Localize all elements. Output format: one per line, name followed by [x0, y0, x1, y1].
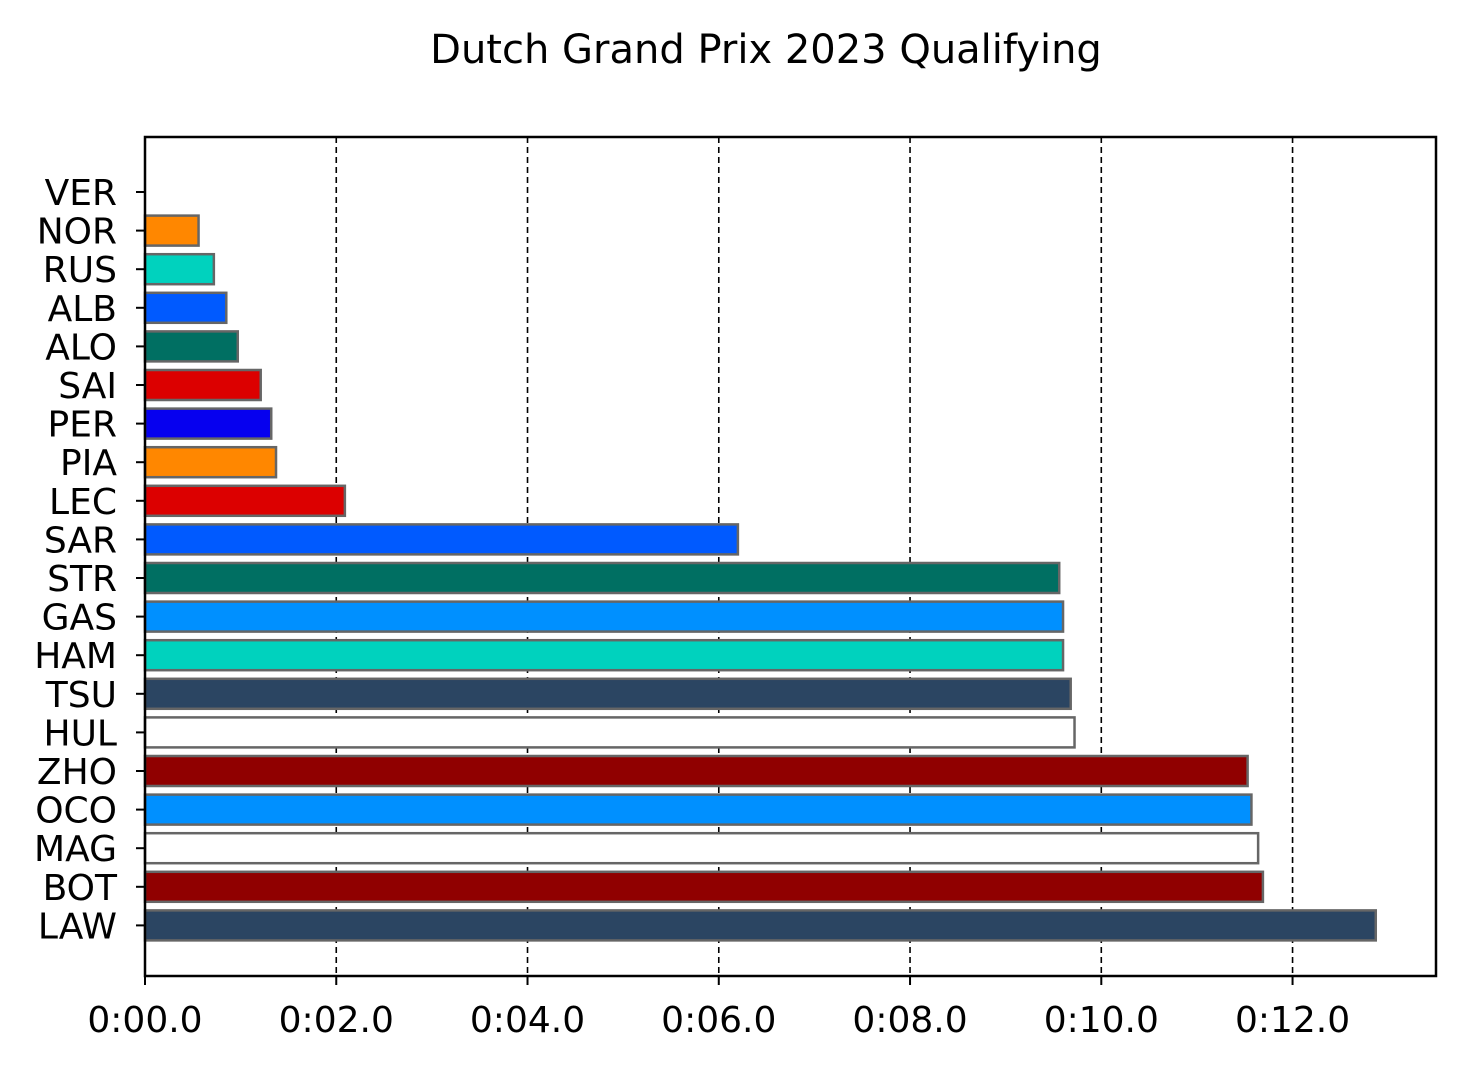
- bar-law: [143, 909, 1378, 942]
- y-tick-label-bot: BOT: [43, 868, 118, 909]
- y-tick-label-str: STR: [47, 559, 117, 600]
- bar-mag: [143, 831, 1260, 865]
- bar-sai: [143, 368, 262, 402]
- bar-per: [143, 407, 273, 440]
- bar-rus: [143, 252, 216, 286]
- bar-bot: [143, 870, 1265, 904]
- bar-oco: [143, 793, 1253, 826]
- y-tick-label-zho: ZHO: [37, 752, 117, 793]
- y-tick-label-nor: NOR: [37, 212, 117, 253]
- y-tick-label-alb: ALB: [48, 289, 117, 330]
- x-tick-label: 0:08.0: [852, 1000, 967, 1041]
- y-tick-label-per: PER: [48, 405, 117, 446]
- y-tick-label-alo: ALO: [45, 327, 117, 368]
- y-tick-label-law: LAW: [38, 906, 117, 947]
- bar-gas: [143, 600, 1065, 633]
- x-axis: 0:00.0 0:02.0 0:04.0 0:06.0 0:08.0 0:10.0 0:12…: [87, 976, 1350, 1041]
- y-tick-label-lec: LEC: [49, 482, 117, 523]
- y-tick-label-sai: SAI: [58, 366, 117, 407]
- y-axis: VERNORRUSALBALOSAIPERPIALECSARSTRGASHAMT…: [34, 173, 145, 947]
- y-tick-label-oco: OCO: [35, 791, 117, 832]
- y-tick-label-ver: VER: [45, 173, 117, 214]
- bar-lec: [143, 484, 347, 518]
- x-tick-label: 0:02.0: [279, 1000, 394, 1041]
- x-tick-label: 0:10.0: [1044, 1000, 1159, 1041]
- y-tick-label-ham: HAM: [34, 636, 117, 677]
- x-tick-label: 0:04.0: [470, 1000, 585, 1041]
- y-tick-label-rus: RUS: [43, 250, 117, 291]
- plot-frame: [143, 135, 1438, 978]
- chart-title: Dutch Grand Prix 2023 Qualifying: [430, 27, 1102, 73]
- bar-sar: [143, 523, 740, 556]
- bar-alb: [143, 291, 228, 325]
- y-tick-label-sar: SAR: [44, 520, 117, 561]
- y-tick-label-tsu: TSU: [45, 675, 117, 716]
- bar-ham: [143, 638, 1065, 672]
- y-tick-label-pia: PIA: [60, 443, 117, 484]
- x-tick-label: 0:12.0: [1235, 1000, 1350, 1041]
- bar-str: [143, 561, 1061, 595]
- bars: [143, 214, 1378, 942]
- bar-zho: [143, 754, 1249, 788]
- bar-hul: [143, 716, 1076, 749]
- y-tick-label-mag: MAG: [34, 829, 117, 870]
- y-tick-label-hul: HUL: [44, 713, 117, 754]
- y-tick-label-gas: GAS: [42, 598, 117, 639]
- bar-pia: [143, 445, 278, 479]
- bar-alo: [143, 330, 240, 363]
- x-tick-label: 0:06.0: [661, 1000, 776, 1041]
- bar-nor: [143, 214, 200, 247]
- x-tick-label: 0:00.0: [87, 1000, 202, 1041]
- bar-tsu: [143, 677, 1072, 711]
